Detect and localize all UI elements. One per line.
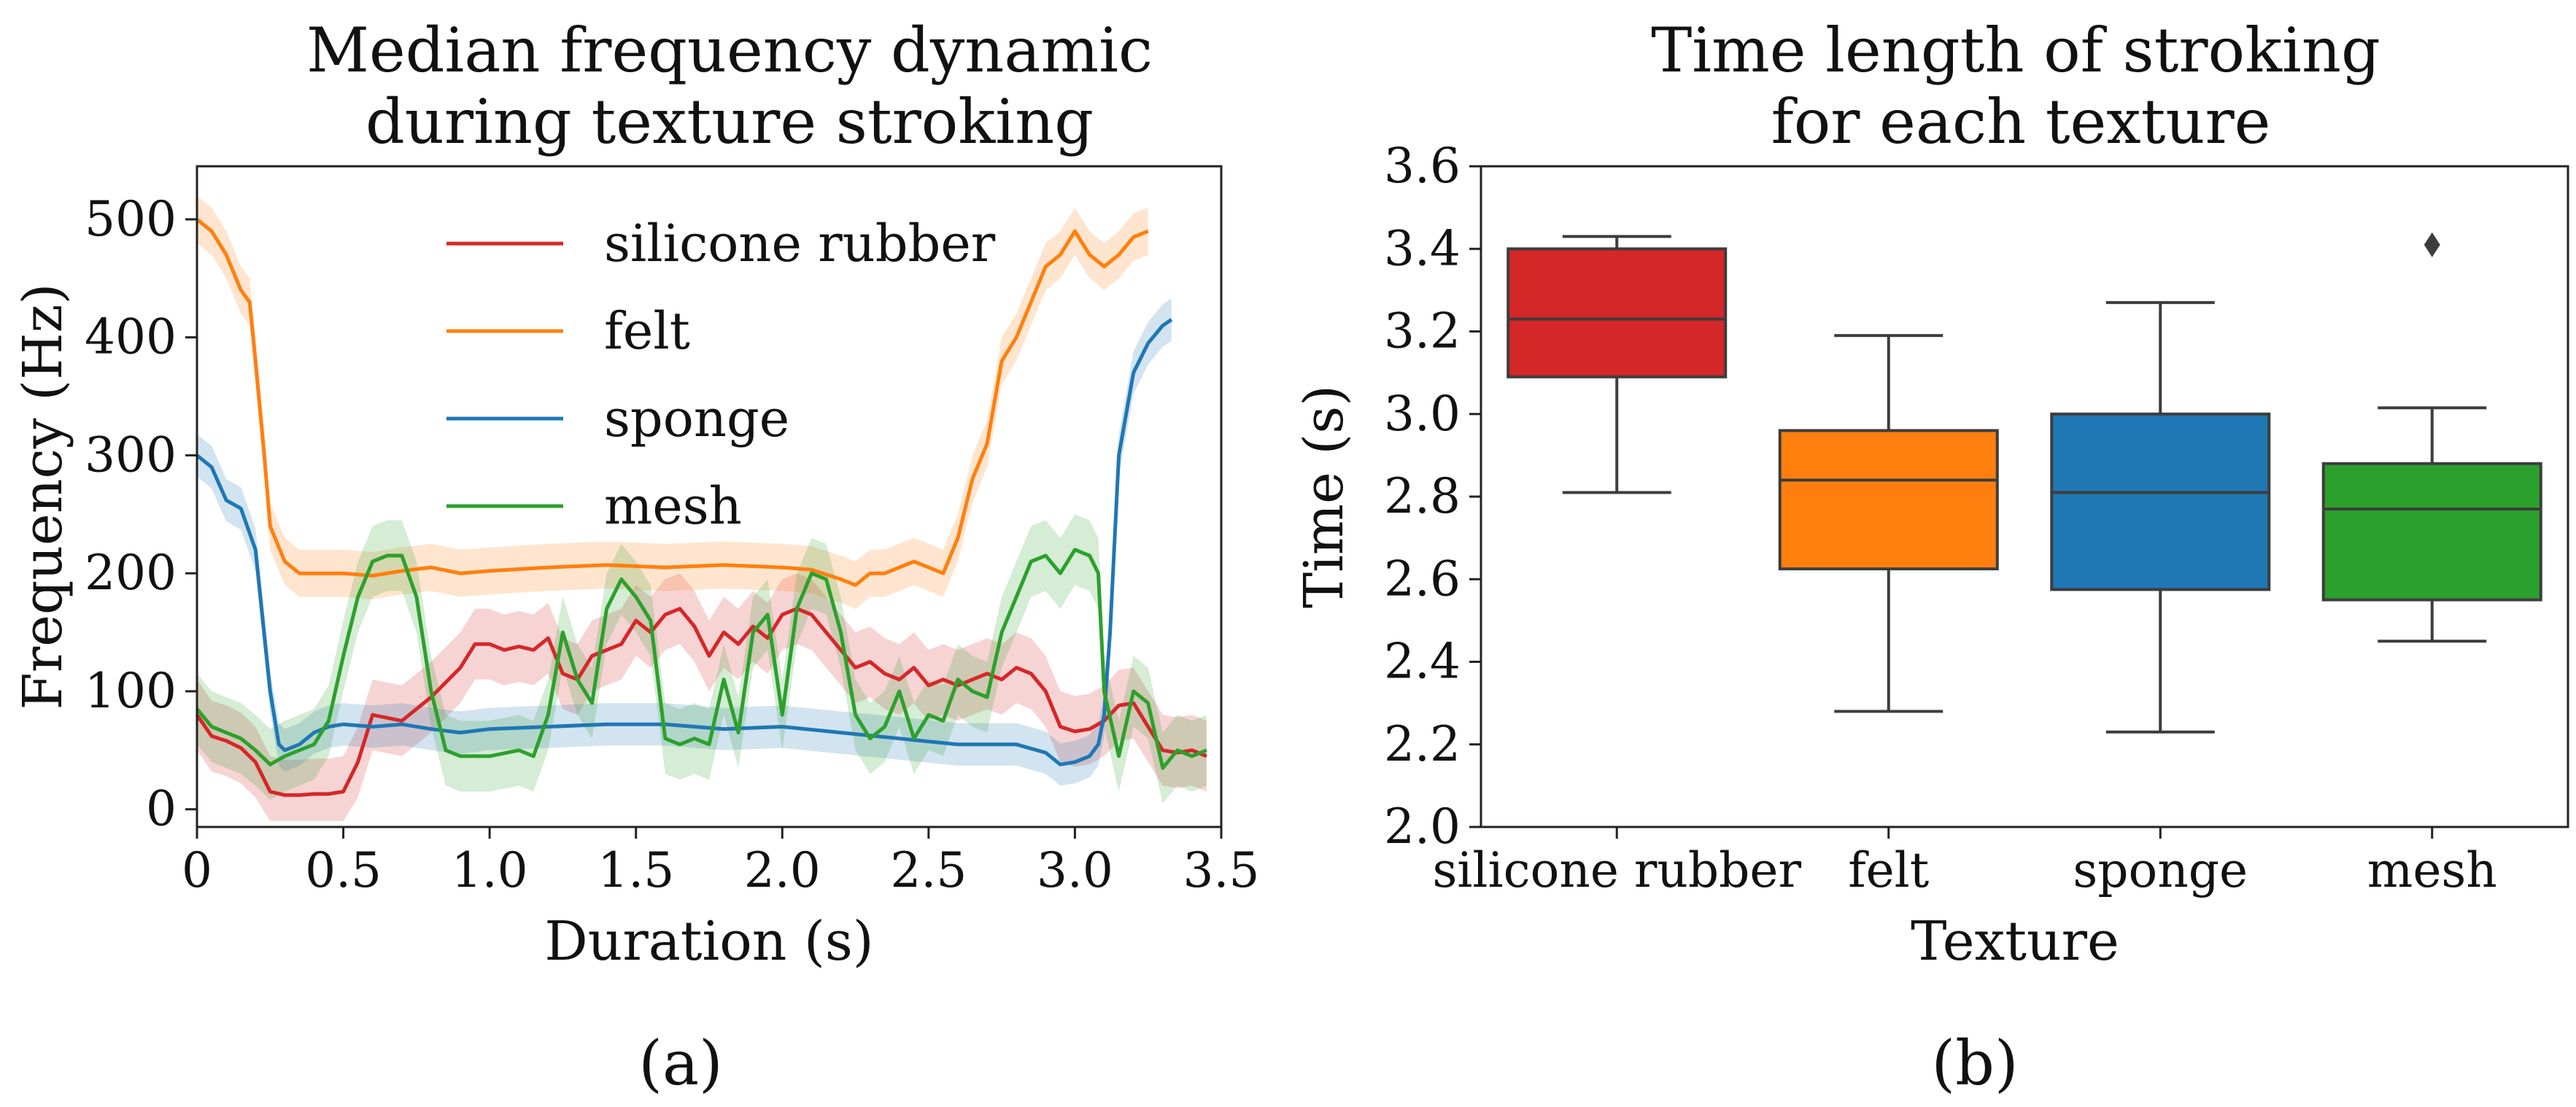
box-mesh (2321, 462, 2542, 602)
x-axis-ticks: silicone rubber felt sponge mesh (1432, 827, 2497, 898)
x-tick-label: silicone rubber (1432, 842, 1801, 898)
x-tick-label: sponge (2073, 842, 2248, 898)
y-axis-ticks: 2.0 2.2 2.4 2.6 2.8 3.0 3.2 3.4 3.6 (1384, 138, 1481, 855)
chart-a-y-axis-label: Frequency (Hz) (12, 283, 74, 710)
band-sponge (197, 298, 1172, 786)
box-silicone-rubber (1506, 247, 1728, 378)
outlier-mesh (2424, 232, 2440, 257)
legend: silicone rubber felt sponge mesh (446, 214, 996, 536)
chart-a-title-line-2: during texture stroking (365, 86, 1094, 158)
legend-label-mesh: mesh (604, 476, 742, 536)
x-tick-label: 2.5 (890, 842, 967, 898)
x-tick-label: 1.5 (597, 842, 674, 898)
y-tick-label: 500 (85, 191, 177, 247)
box-sponge (2050, 412, 2271, 591)
y-axis-ticks: 0 100 200 300 400 500 (85, 191, 197, 837)
chart-b-x-axis-label: Texture (1911, 910, 2119, 973)
y-tick-label: 3.2 (1384, 303, 1461, 360)
chart-b-title-line-2: for each texture (1771, 86, 2271, 158)
x-tick-label: 3.0 (1037, 842, 1113, 898)
box-felt (1778, 429, 1999, 571)
x-tick-label: 2.0 (744, 842, 821, 898)
legend-label-felt: felt (604, 301, 690, 361)
box-plots (1506, 232, 2542, 734)
x-tick-label: 0 (182, 842, 212, 898)
chart-b-title-line-1: Time length of stroking (1651, 15, 2380, 86)
x-tick-label: mesh (2367, 842, 2497, 898)
x-tick-label: 1.0 (452, 842, 528, 898)
line-chart-panel: Median frequency dynamic during texture … (12, 15, 1259, 1099)
line-felt (196, 217, 1149, 587)
y-tick-label: 2.8 (1384, 468, 1461, 524)
box-chart-panel: Time length of stroking for each texture… (1293, 15, 2569, 1099)
chart-a-plot-frame (196, 165, 1223, 828)
x-tick-label: felt (1848, 842, 1929, 898)
y-tick-label: 2.6 (1384, 551, 1461, 607)
x-axis-ticks: 0 0.5 1.0 1.5 2.0 2.5 3.0 3.5 (182, 827, 1259, 898)
chart-a-title-line-1: Median frequency dynamic (306, 15, 1153, 86)
y-tick-label: 0 (146, 781, 177, 837)
y-tick-label: 3.4 (1384, 220, 1461, 276)
legend-label-sponge: sponge (604, 389, 789, 448)
line-silicone-rubber (195, 607, 1207, 797)
y-tick-label: 2.0 (1384, 799, 1461, 855)
chart-b-caption: (b) (1931, 1028, 2018, 1099)
line-mesh (196, 548, 1207, 770)
y-tick-label: 300 (85, 427, 177, 483)
line-sponge (196, 318, 1173, 766)
y-tick-label: 200 (85, 545, 177, 601)
y-tick-label: 2.4 (1384, 634, 1461, 690)
y-tick-label: 400 (85, 309, 177, 365)
chart-a-caption: (a) (638, 1028, 723, 1099)
x-tick-label: 0.5 (305, 842, 382, 898)
series-lines (195, 217, 1207, 797)
chart-a-x-axis-label: Duration (s) (544, 910, 873, 973)
x-tick-label: 3.5 (1183, 842, 1260, 898)
y-tick-label: 100 (85, 663, 177, 719)
y-tick-label: 3.6 (1384, 138, 1461, 194)
y-tick-label: 3.0 (1384, 386, 1461, 442)
legend-label-silicone-rubber: silicone rubber (604, 214, 996, 273)
y-tick-label: 2.2 (1384, 716, 1461, 772)
chart-b-y-axis-label: Time (s) (1293, 385, 1355, 608)
